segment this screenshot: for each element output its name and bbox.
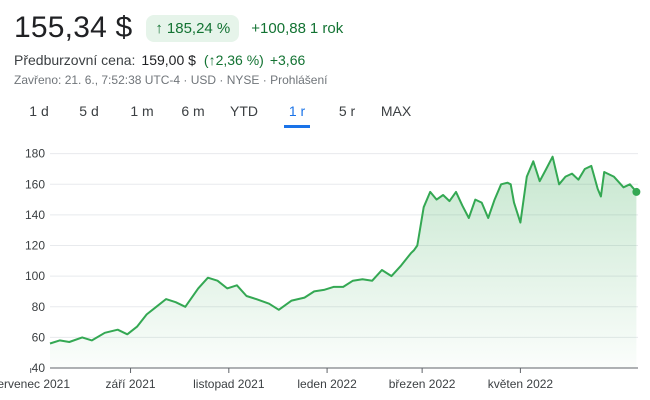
tab-6m[interactable]: 6 m (181, 103, 205, 119)
premarket-label: Předburzovní cena: (14, 52, 136, 68)
premarket-absolute: +3,66 (269, 52, 306, 68)
premarket-price: 159,00 $ (141, 52, 196, 68)
arrow-up-icon: ↑ (155, 19, 163, 37)
tab-5d[interactable]: 5 d (79, 103, 99, 119)
x-tick-label: září 2021 (106, 377, 156, 391)
y-tick-label: 160 (25, 177, 45, 191)
change-period: 1 rok (309, 19, 344, 37)
change-percent: 185,24 % (166, 19, 231, 37)
price-series-line (49, 155, 638, 345)
y-tick-label: 100 (25, 269, 45, 283)
x-tick-label: březen 2022 (389, 377, 456, 391)
x-tick-label: červenec 2021 (0, 377, 70, 391)
current-price: 155,34 $ (14, 11, 133, 44)
y-tick-label: 140 (25, 208, 45, 222)
x-tick-label: květen 2022 (488, 377, 554, 391)
tab-ytd[interactable]: YTD (230, 103, 258, 119)
premarket-percent: (↑2,36 %) (203, 52, 264, 68)
price-area-fill (50, 156, 637, 368)
last-price-marker (632, 187, 641, 196)
y-tick-label: 40 (32, 361, 46, 375)
arrow-up-icon: ↑ (208, 52, 216, 68)
change-absolute: +100,88 (251, 19, 306, 37)
range-tabs: 1 d 5 d 1 m 6 m YTD 1 r 5 r MAX (22, 103, 416, 128)
tab-max[interactable]: MAX (380, 103, 412, 119)
premarket-percent-value: 2,36 % (215, 52, 260, 68)
x-tick-label: leden 2022 (297, 377, 357, 391)
tab-1m[interactable]: 1 m (130, 103, 154, 119)
y-tick-label: 60 (32, 330, 46, 344)
premarket-row: Předburzovní cena: 159,00 $ (↑2,36 %) +3… (14, 52, 305, 68)
x-tick-label: listopad 2021 (193, 377, 265, 391)
quote-header: 155,34 $ ↑ 185,24 % +100,88 1 rok (14, 10, 343, 46)
y-tick-label: 180 (25, 147, 45, 161)
price-chart[interactable]: 40 60 80 100 120 140 160 180 červenec 2021 září … (0, 138, 650, 400)
change-percent-badge: ↑ 185,24 % (146, 14, 240, 42)
tab-1d[interactable]: 1 d (29, 103, 49, 119)
y-tick-label: 120 (25, 239, 45, 253)
tab-5y[interactable]: 5 r (338, 103, 356, 119)
market-status: Zavřeno: 21. 6., 7:52:38 UTC-4 · USD · N… (14, 73, 328, 87)
tab-1y[interactable]: 1 r (284, 103, 310, 128)
y-tick-label: 80 (32, 300, 46, 314)
